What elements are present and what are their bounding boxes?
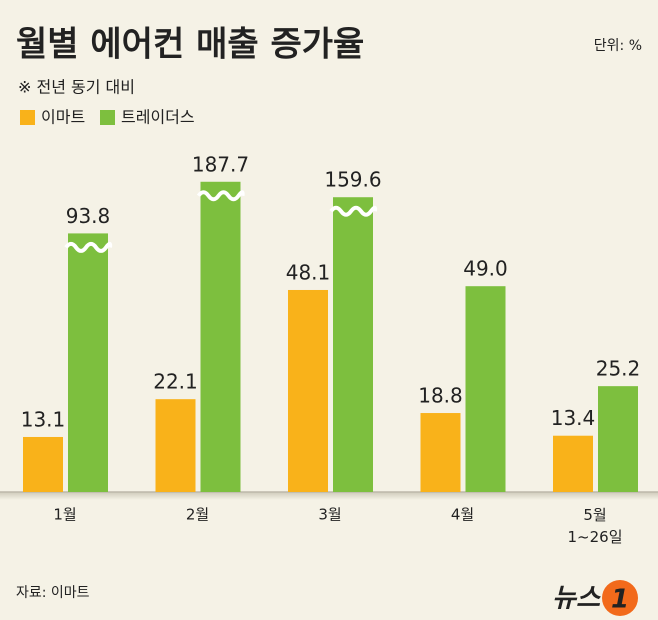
value-label: 159.6: [324, 168, 381, 192]
bar: [155, 399, 196, 492]
bar: [598, 386, 638, 492]
value-label: 93.8: [66, 204, 111, 228]
value-label: 13.4: [551, 406, 596, 430]
x-tick-label: 4월: [451, 506, 474, 524]
value-label: 25.2: [596, 357, 641, 381]
x-tick-label: 3월: [318, 506, 341, 524]
x-tick-label: 2월: [186, 506, 209, 524]
x-tick-label: 5월 1~26일: [568, 506, 623, 546]
value-label: 22.1: [153, 370, 198, 394]
value-label: 49.0: [463, 257, 508, 281]
value-label: 13.1: [21, 407, 66, 431]
value-label: 187.7: [192, 152, 249, 176]
bar: [200, 181, 241, 492]
logo-mark: 1: [611, 585, 629, 615]
bar: [465, 286, 506, 492]
bar: [23, 436, 63, 492]
axis-break: [196, 190, 245, 202]
value-label: 48.1: [286, 260, 331, 284]
legend-label: 이마트: [41, 108, 85, 127]
logo-text: 뉴스: [552, 584, 601, 614]
bar: [333, 197, 373, 492]
legend-label: 트레이더스: [121, 108, 195, 127]
axis-break: [64, 241, 113, 253]
axis-break: [329, 205, 378, 217]
source: 자료: 이마트: [16, 585, 90, 601]
bar: [553, 435, 593, 492]
baseline-shadow: [0, 492, 658, 500]
legend-swatch: [20, 110, 35, 125]
subtitle: ※ 전년 동기 대비: [18, 78, 135, 97]
bar: [420, 413, 461, 492]
bar: [68, 233, 108, 492]
value-label: 18.8: [418, 384, 463, 408]
bar: [288, 289, 328, 492]
unit: 단위: %: [594, 38, 642, 54]
chart-title: 월별 에어컨 매출 증가율: [16, 25, 364, 65]
logo-circle: [602, 580, 638, 616]
legend-swatch: [100, 110, 115, 125]
x-tick-label: 1월: [53, 506, 76, 524]
